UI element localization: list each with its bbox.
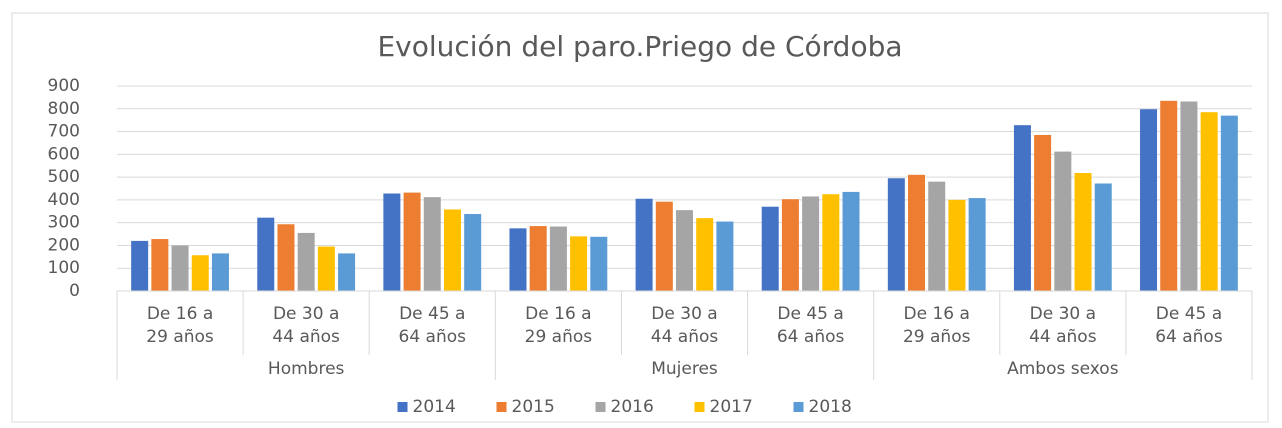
bar bbox=[1180, 101, 1198, 291]
x-tick-label: 29 años bbox=[525, 327, 593, 347]
legend-label: 2017 bbox=[710, 397, 753, 417]
chart-title: Evolución del paro.Priego de Córdoba bbox=[377, 30, 902, 63]
bar bbox=[761, 206, 779, 291]
x-tick-label: De 16 a bbox=[147, 304, 213, 324]
y-tick-label: 200 bbox=[48, 235, 80, 255]
x-tick-label: 29 años bbox=[146, 327, 214, 347]
bar bbox=[509, 228, 527, 291]
bar bbox=[1220, 115, 1238, 291]
y-tick-label: 0 bbox=[69, 281, 80, 301]
bar bbox=[1034, 134, 1052, 291]
x-tick-label: 44 años bbox=[272, 327, 340, 347]
bar bbox=[549, 226, 567, 291]
x-tick-label: 44 años bbox=[651, 327, 719, 347]
bar bbox=[1054, 151, 1072, 291]
x-tick-label: 64 años bbox=[399, 327, 467, 347]
legend-label: 2018 bbox=[809, 397, 852, 417]
bar bbox=[151, 239, 169, 291]
bar bbox=[1074, 173, 1092, 291]
y-tick-label: 700 bbox=[48, 122, 80, 142]
bar bbox=[781, 199, 799, 291]
legend-swatch bbox=[397, 402, 408, 412]
y-tick-label: 800 bbox=[48, 99, 80, 119]
y-tick-label: 400 bbox=[48, 190, 80, 210]
x-tick-label: De 30 a bbox=[651, 304, 717, 324]
group-label: Hombres bbox=[268, 359, 345, 379]
bar bbox=[529, 226, 547, 291]
x-tick-label: De 16 a bbox=[904, 304, 970, 324]
legend-label: 2016 bbox=[611, 397, 654, 417]
y-tick-label: 100 bbox=[48, 258, 80, 278]
bar bbox=[1140, 109, 1158, 291]
x-tick-label: 64 años bbox=[1155, 327, 1223, 347]
bar bbox=[1200, 112, 1218, 291]
bar bbox=[968, 198, 986, 291]
bar bbox=[1160, 100, 1178, 291]
bar bbox=[590, 236, 608, 291]
bar bbox=[297, 232, 315, 291]
bar bbox=[257, 217, 275, 291]
bar bbox=[696, 218, 714, 291]
x-tick-label: De 30 a bbox=[273, 304, 339, 324]
bar bbox=[423, 197, 441, 291]
bar bbox=[317, 246, 335, 291]
bar bbox=[716, 221, 734, 291]
bar bbox=[383, 193, 401, 291]
bar bbox=[676, 210, 693, 291]
y-tick-label: 900 bbox=[48, 76, 80, 96]
legend-label: 2015 bbox=[512, 397, 555, 417]
y-tick-label: 300 bbox=[48, 213, 80, 233]
y-tick-label: 500 bbox=[48, 167, 80, 187]
bar bbox=[948, 199, 966, 291]
x-tick-label: De 30 a bbox=[1030, 304, 1096, 324]
bar bbox=[1013, 125, 1031, 291]
bar bbox=[443, 209, 461, 291]
bar bbox=[211, 253, 229, 291]
bar bbox=[802, 196, 820, 291]
legend-swatch bbox=[793, 402, 804, 412]
y-tick-label: 600 bbox=[48, 144, 80, 164]
legend-swatch bbox=[595, 402, 606, 412]
bar bbox=[842, 191, 860, 291]
group-label: Mujeres bbox=[651, 359, 718, 379]
bar bbox=[928, 181, 946, 291]
bar bbox=[403, 192, 421, 291]
group-label: Ambos sexos bbox=[1007, 359, 1119, 379]
bar bbox=[570, 236, 588, 291]
x-tick-label: 64 años bbox=[777, 327, 845, 347]
bar bbox=[171, 245, 189, 291]
bar bbox=[464, 214, 482, 291]
bar bbox=[131, 240, 149, 291]
x-tick-label: 29 años bbox=[903, 327, 971, 347]
bar bbox=[908, 174, 926, 291]
bar bbox=[655, 201, 673, 291]
legend-label: 2014 bbox=[413, 397, 456, 417]
x-tick-label: De 16 a bbox=[525, 304, 591, 324]
legend-swatch bbox=[496, 402, 507, 412]
bar bbox=[277, 224, 295, 291]
bar bbox=[635, 198, 653, 291]
x-tick-label: De 45 a bbox=[1156, 304, 1222, 324]
legend-swatch bbox=[694, 402, 705, 412]
x-tick-label: De 45 a bbox=[777, 304, 843, 324]
x-tick-label: 44 años bbox=[1029, 327, 1097, 347]
bar bbox=[1094, 183, 1112, 291]
bar bbox=[338, 253, 356, 291]
x-tick-label: De 45 a bbox=[399, 304, 465, 324]
bar bbox=[191, 255, 209, 291]
bar bbox=[822, 194, 840, 291]
bar bbox=[887, 178, 905, 291]
